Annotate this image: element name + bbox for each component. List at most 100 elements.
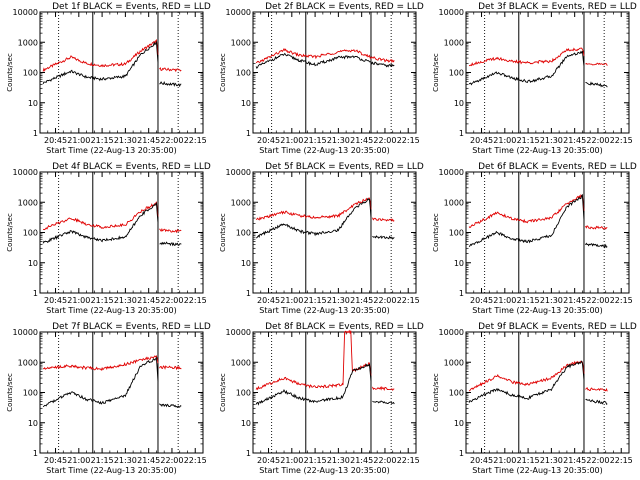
y-tick-label: 10 xyxy=(454,419,464,428)
x-tick-label: 21:30 xyxy=(327,296,350,305)
x-tick-label: 21:15 xyxy=(517,136,540,145)
x-tick-label: 21:30 xyxy=(540,136,563,145)
x-tick-label: 22:15 xyxy=(184,456,207,465)
x-tick-label: 21:45 xyxy=(563,456,586,465)
y-tick-label: 10 xyxy=(241,99,251,108)
x-tick-label: 21:15 xyxy=(91,296,114,305)
x-tick-label: 22:00 xyxy=(373,136,396,145)
y-tick-label: 100 xyxy=(236,69,251,78)
panel-det-3: Det 3f BLACK = Events, RED = LLD 1 10 100 10… xyxy=(432,2,637,155)
series-line-events xyxy=(42,40,182,88)
y-tick-label: 1000 xyxy=(444,198,464,207)
y-tick-label: 100 xyxy=(23,389,38,398)
y-tick-label: 10 xyxy=(241,419,251,428)
y-tick-label: 100 xyxy=(23,229,38,238)
x-tick-label: 22:15 xyxy=(397,456,420,465)
series-line-events xyxy=(42,356,182,408)
y-axis-label: Counts/sec xyxy=(6,373,14,412)
x-axis-label: Start Time (22-Aug-13 20:35:00) xyxy=(46,146,177,155)
x-tick-label: 22:00 xyxy=(160,456,183,465)
x-tick-label: 21:00 xyxy=(493,136,516,145)
x-tick-label: 20:45 xyxy=(44,456,67,465)
x-tick-label: 21:15 xyxy=(304,456,327,465)
x-tick-label: 21:15 xyxy=(517,456,540,465)
y-axis-label: Counts/sec xyxy=(219,213,227,252)
series-line-events xyxy=(468,193,608,249)
y-tick-label: 1000 xyxy=(231,198,251,207)
x-tick-label: 22:15 xyxy=(610,296,633,305)
x-tick-label: 21:30 xyxy=(114,456,137,465)
y-tick-label: 10 xyxy=(241,259,251,268)
y-tick-label: 1 xyxy=(459,129,464,138)
x-tick-label: 20:45 xyxy=(257,136,280,145)
series-line-events xyxy=(255,363,395,406)
series-line-lld xyxy=(255,329,395,392)
x-tick-label: 22:00 xyxy=(586,296,609,305)
panel-title: Det 5f BLACK = Events, RED = LLD xyxy=(265,162,424,172)
series-line-lld xyxy=(42,39,182,73)
x-tick-label: 21:30 xyxy=(114,296,137,305)
x-tick-label: 21:00 xyxy=(280,136,303,145)
y-tick-label: 10000 xyxy=(226,8,251,17)
series-line-events xyxy=(42,202,182,247)
x-tick-label: 22:15 xyxy=(610,456,633,465)
x-tick-label: 20:45 xyxy=(470,296,493,305)
x-tick-label: 21:00 xyxy=(67,456,90,465)
y-tick-label: 1 xyxy=(246,449,251,458)
panel-det-2: Det 2f BLACK = Events, RED = LLD 1 10 100 10… xyxy=(219,2,424,155)
x-tick-label: 21:30 xyxy=(540,296,563,305)
x-tick-label: 21:00 xyxy=(493,456,516,465)
series-line-lld xyxy=(468,194,608,230)
panel-title: Det 2f BLACK = Events, RED = LLD xyxy=(265,2,424,12)
x-axis-label: Start Time (22-Aug-13 20:35:00) xyxy=(259,306,390,315)
y-tick-label: 10000 xyxy=(13,328,38,337)
y-tick-label: 10000 xyxy=(226,168,251,177)
y-tick-label: 1000 xyxy=(231,38,251,47)
x-tick-label: 21:30 xyxy=(540,456,563,465)
x-tick-label: 21:15 xyxy=(304,296,327,305)
y-tick-label: 10 xyxy=(454,259,464,268)
panel-title: Det 8f BLACK = Events, RED = LLD xyxy=(265,322,424,332)
y-tick-label: 1 xyxy=(459,289,464,298)
x-tick-label: 21:00 xyxy=(67,296,90,305)
x-tick-label: 21:45 xyxy=(137,456,160,465)
panel-det-4: Det 4f BLACK = Events, RED = LLD 1 10 100 10… xyxy=(6,162,211,315)
x-tick-label: 21:30 xyxy=(327,456,350,465)
y-tick-label: 1 xyxy=(459,449,464,458)
y-tick-label: 10 xyxy=(28,259,38,268)
x-axis-label: Start Time (22-Aug-13 20:35:00) xyxy=(472,466,603,475)
series-line-lld xyxy=(42,201,182,234)
x-tick-label: 22:00 xyxy=(160,296,183,305)
y-axis-label: Counts/sec xyxy=(432,53,440,92)
panel-det-7: Det 7f BLACK = Events, RED = LLD 1 10 100 10… xyxy=(6,322,211,475)
panel-title: Det 7f BLACK = Events, RED = LLD xyxy=(52,322,211,332)
y-tick-label: 10000 xyxy=(439,328,464,337)
x-tick-label: 21:15 xyxy=(91,136,114,145)
y-axis-label: Counts/sec xyxy=(432,213,440,252)
x-tick-label: 21:30 xyxy=(114,136,137,145)
y-tick-label: 1 xyxy=(246,129,251,138)
y-tick-label: 100 xyxy=(449,389,464,398)
series-line-events xyxy=(468,360,608,405)
y-tick-label: 10000 xyxy=(13,8,38,17)
series-line-events xyxy=(255,52,395,70)
y-tick-label: 10 xyxy=(28,419,38,428)
x-tick-label: 21:15 xyxy=(91,456,114,465)
panel-det-1: Det 1f BLACK = Events, RED = LLD 1 10 100 10… xyxy=(6,2,211,155)
x-tick-label: 20:45 xyxy=(470,136,493,145)
panel-title: Det 9f BLACK = Events, RED = LLD xyxy=(478,322,637,332)
panel-det-6: Det 6f BLACK = Events, RED = LLD 1 10 100 10… xyxy=(432,162,637,315)
y-tick-label: 10 xyxy=(28,99,38,108)
x-tick-label: 21:00 xyxy=(67,136,90,145)
x-tick-label: 22:00 xyxy=(586,456,609,465)
x-tick-label: 20:45 xyxy=(44,136,67,145)
x-tick-label: 22:15 xyxy=(397,296,420,305)
y-tick-label: 100 xyxy=(449,69,464,78)
series-line-lld xyxy=(255,47,395,64)
y-tick-label: 10 xyxy=(454,99,464,108)
x-tick-label: 20:45 xyxy=(44,296,67,305)
x-tick-label: 21:45 xyxy=(563,136,586,145)
series-line-events xyxy=(468,50,608,88)
y-tick-label: 100 xyxy=(236,389,251,398)
